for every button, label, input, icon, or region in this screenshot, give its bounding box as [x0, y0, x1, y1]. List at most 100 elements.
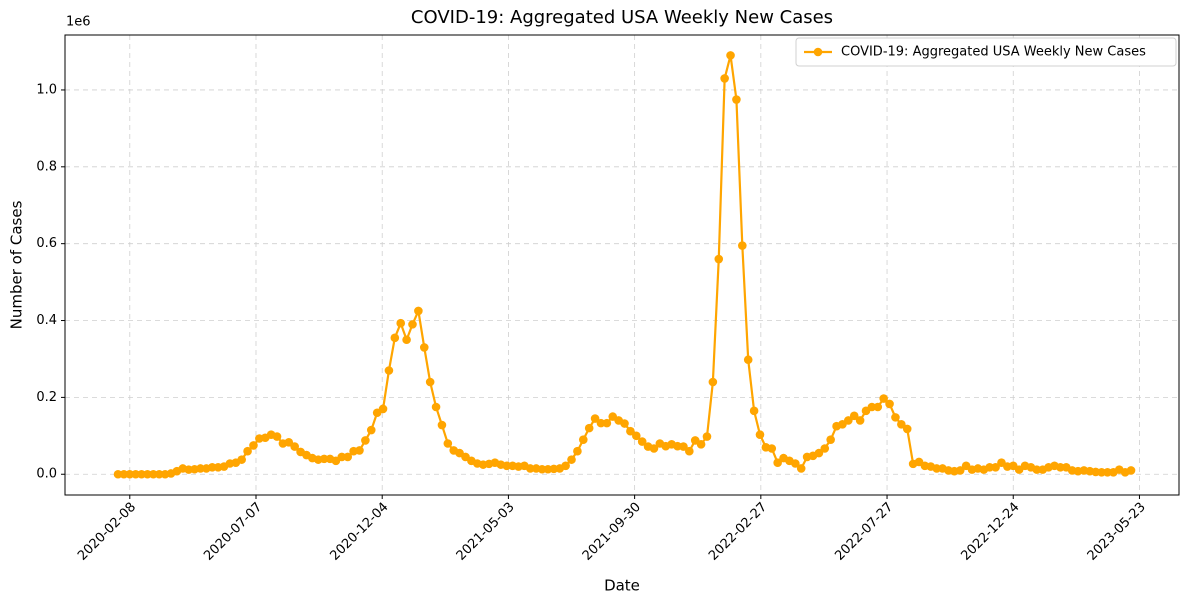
data-point [702, 432, 712, 441]
data-point [408, 320, 417, 329]
x-tick-label: 2021-09-30 [580, 500, 644, 564]
data-point [567, 455, 576, 464]
data-point [414, 306, 423, 316]
data-point [991, 463, 1000, 472]
data-point [1126, 466, 1136, 475]
data-point [573, 446, 582, 456]
data-point [319, 454, 329, 464]
data-point [714, 254, 724, 264]
data-point [249, 441, 258, 450]
y-axis-label: Number of Cases [8, 200, 26, 329]
data-point [525, 464, 535, 473]
data-point [378, 404, 388, 414]
x-tick-label: 2023-05-23 [1085, 500, 1149, 564]
data-point [855, 416, 865, 425]
data-point [402, 335, 411, 345]
data-point [738, 241, 747, 250]
data-point [396, 318, 406, 328]
data-point [955, 466, 965, 475]
data-point [237, 455, 246, 464]
data-point [119, 469, 129, 479]
y-tick-label: 0.6 [36, 236, 57, 251]
data-point [502, 461, 512, 471]
data-point [384, 366, 394, 375]
x-tick-label: 2020-02-08 [75, 500, 139, 564]
data-point [154, 469, 164, 479]
data-point [437, 420, 447, 430]
legend-label: COVID-19: Aggregated USA Weekly New Case… [841, 45, 1146, 60]
data-point [985, 463, 994, 472]
data-point [820, 444, 830, 453]
data-point [137, 469, 146, 479]
y-tick-label: 1.0 [36, 82, 57, 97]
data-point [796, 464, 806, 473]
data-point [626, 426, 635, 436]
data-point [885, 399, 894, 409]
data-point [425, 377, 435, 387]
data-point [879, 394, 888, 403]
data-point [773, 458, 782, 468]
data-point [578, 435, 588, 444]
data-point [113, 469, 123, 479]
x-tick-label: 2020-12-04 [327, 500, 391, 564]
data-point [419, 343, 429, 352]
data-point [791, 459, 800, 468]
data-point [596, 418, 606, 428]
legend: COVID-19: Aggregated USA Weekly New Case… [795, 37, 1177, 67]
plot-frame [64, 34, 1180, 496]
data-point [755, 430, 765, 439]
data-point [337, 452, 347, 462]
data-point [390, 333, 400, 343]
data-point [431, 402, 441, 412]
data-point [637, 437, 647, 446]
data-point [1056, 463, 1065, 472]
data-point [814, 448, 824, 458]
data-point [685, 446, 694, 456]
data-point [732, 95, 741, 104]
data-point [561, 461, 570, 471]
data-point [443, 439, 453, 448]
y-offset-label: 1e6 [66, 15, 91, 30]
data-point [355, 446, 364, 455]
y-tick-label: 0.2 [36, 390, 57, 405]
data-point [902, 424, 912, 434]
y-tick-label: 0.8 [36, 159, 57, 174]
x-tick-label: 2021-05-03 [454, 500, 518, 564]
data-point [343, 452, 353, 462]
data-point [149, 469, 158, 479]
data-point [602, 418, 612, 428]
data-point [826, 435, 835, 444]
data-point [196, 464, 205, 473]
data-point [726, 51, 735, 60]
data-point [537, 464, 547, 474]
x-axis-label: Date [604, 577, 640, 595]
data-point [1103, 468, 1112, 477]
series-line [118, 55, 1132, 476]
x-tick-label: 2022-07-27 [832, 500, 896, 564]
data-point [590, 414, 600, 423]
data-point [131, 469, 140, 479]
data-point [361, 436, 370, 445]
data-point [696, 439, 706, 449]
x-tick-label: 2020-07-07 [201, 500, 265, 564]
data-point [584, 423, 594, 433]
data-point [1097, 468, 1106, 477]
x-tick-label: 2022-12-24 [959, 500, 1023, 564]
data-point [897, 419, 906, 429]
data-point [749, 406, 759, 416]
data-point [290, 442, 299, 451]
data-point [1032, 465, 1042, 474]
data-point [143, 469, 152, 479]
data-point [679, 442, 688, 451]
data-point [849, 411, 859, 421]
data-point [873, 402, 883, 412]
y-tick-label: 0.4 [36, 313, 57, 328]
chart-title: COVID-19: Aggregated USA Weekly New Case… [411, 7, 833, 28]
x-tick-label: 2022-02-27 [706, 500, 770, 564]
data-point [649, 444, 659, 453]
data-point [743, 355, 753, 365]
data-point [720, 74, 729, 83]
data-point [272, 432, 282, 441]
